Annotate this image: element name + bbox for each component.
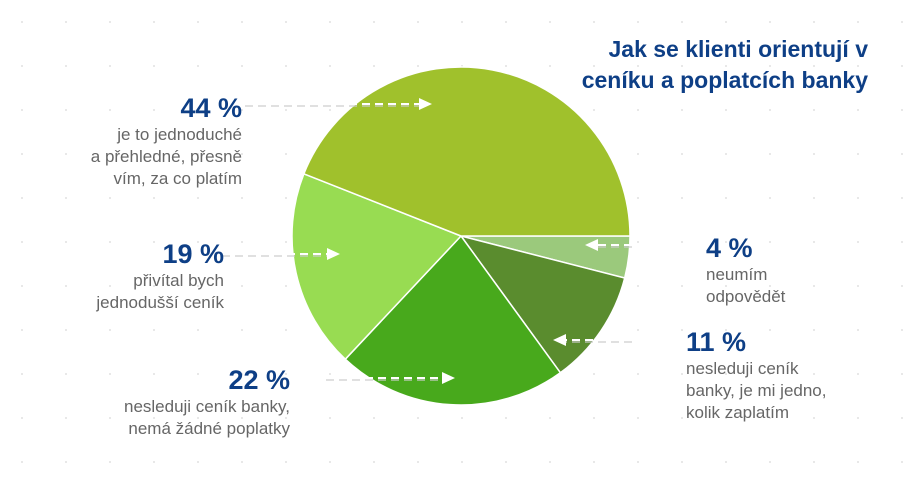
pie-slice-11 bbox=[459, 234, 626, 374]
arrow-2 bbox=[326, 372, 455, 384]
label-4: 4 % neumím odpovědět bbox=[706, 232, 785, 308]
label-4-desc: neumím odpovědět bbox=[706, 265, 786, 306]
label-4-pct: 4 % bbox=[706, 233, 753, 263]
label-44-pct: 44 % bbox=[180, 93, 242, 123]
pie-slice-44 bbox=[302, 66, 631, 237]
pie-slice-19 bbox=[291, 172, 463, 361]
label-22: 22 % nesleduji ceník banky, nemá žádné p… bbox=[124, 364, 290, 440]
label-44-desc: je to jednoduché a přehledné, přesně vím… bbox=[90, 125, 242, 188]
arrow-0 bbox=[245, 98, 432, 110]
arrow-4 bbox=[553, 334, 632, 346]
arrow-3 bbox=[585, 239, 632, 251]
arrow-1 bbox=[222, 248, 340, 260]
label-22-desc: nesleduji ceník banky, nemá žádné poplat… bbox=[123, 397, 290, 438]
label-19-pct: 19 % bbox=[162, 239, 224, 269]
label-11: 11 % nesleduji ceník banky, je mi jedno,… bbox=[686, 326, 826, 424]
label-19: 19 % přivítal bych jednodušší ceník bbox=[96, 238, 224, 314]
pie-slice-22 bbox=[344, 234, 562, 406]
chart-title: Jak se klienti orientují v ceníku a popl… bbox=[581, 36, 868, 93]
label-11-desc: nesleduji ceník banky, je mi jedno, koli… bbox=[686, 359, 827, 422]
label-22-pct: 22 % bbox=[228, 365, 290, 395]
label-19-desc: přivítal bych jednodušší ceník bbox=[96, 271, 224, 312]
label-11-pct: 11 % bbox=[686, 327, 747, 357]
label-44: 44 % je to jednoduché a přehledné, přesn… bbox=[91, 92, 242, 190]
